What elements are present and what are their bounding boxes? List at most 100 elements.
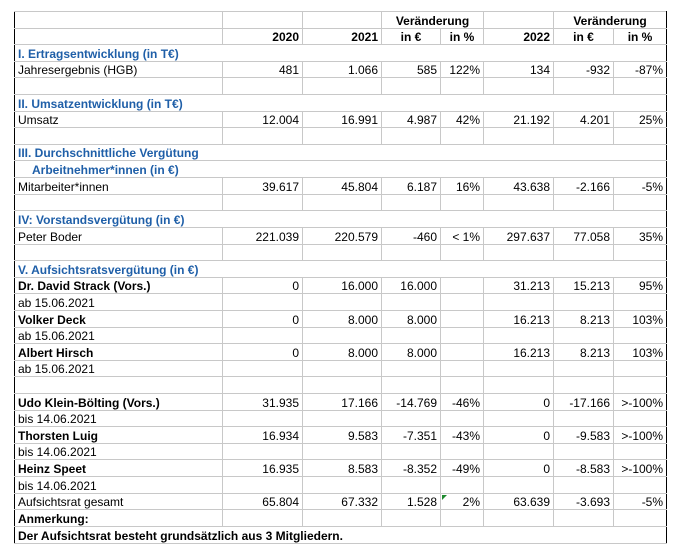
value-2022[interactable]: 0 bbox=[483, 426, 555, 444]
change-pct-2[interactable]: >-100% bbox=[613, 459, 668, 478]
value-2020[interactable]: 16.934 bbox=[222, 426, 303, 444]
value-2020[interactable]: 0 bbox=[222, 309, 303, 328]
term-note[interactable]: bis 14.06.2021 bbox=[14, 442, 223, 461]
change-pct-2[interactable]: 95% bbox=[613, 276, 668, 295]
change-eur-2[interactable]: 77.058 bbox=[553, 226, 615, 245]
value-2022[interactable]: 21.192 bbox=[483, 110, 555, 129]
change-pct-2[interactable]: 25% bbox=[613, 110, 668, 129]
change-eur-1[interactable]: -8.352 bbox=[381, 459, 441, 478]
change-eur-2[interactable]: -17.166 bbox=[553, 393, 615, 411]
change-eur-1[interactable]: 585 bbox=[381, 60, 441, 79]
section-title-umsatz[interactable]: II. Umsatzentwicklung (in T€) bbox=[13, 94, 668, 112]
change-eur-1[interactable]: 8.000 bbox=[381, 309, 441, 328]
total-label[interactable]: Aufsichtsrat gesamt bbox=[14, 492, 223, 511]
value-2020[interactable]: 12.004 bbox=[222, 110, 303, 129]
change-pct-1[interactable] bbox=[439, 343, 485, 361]
in-eur-header-2[interactable]: in € bbox=[553, 27, 615, 46]
value-2022[interactable]: 43.638 bbox=[483, 177, 555, 195]
row-label[interactable]: Volker Deck bbox=[14, 309, 223, 328]
section-title-vorstand[interactable]: IV: Vorstandsvergütung (in €) bbox=[13, 210, 668, 228]
row-label[interactable]: Umsatz bbox=[14, 110, 223, 129]
change-pct-2[interactable]: -5% bbox=[613, 492, 668, 511]
change-pct-1[interactable]: < 1% bbox=[439, 226, 485, 245]
section-title-verguetung-2[interactable]: Arbeitnehmer*innen (in €) bbox=[13, 160, 668, 179]
section-title-verguetung-1[interactable]: III. Durchschnittliche Vergütung bbox=[13, 143, 668, 162]
value-2022[interactable]: 297.637 bbox=[483, 226, 555, 245]
change-pct-1[interactable]: -49% bbox=[439, 459, 485, 478]
value-2020[interactable]: 0 bbox=[222, 343, 303, 361]
value-2021[interactable]: 1.066 bbox=[302, 60, 382, 79]
year-2020-header[interactable]: 2020 bbox=[222, 27, 303, 46]
term-note[interactable]: ab 15.06.2021 bbox=[14, 326, 223, 345]
row-label[interactable]: Jahresergebnis (HGB) bbox=[14, 60, 223, 79]
in-pct-header-1[interactable]: in % bbox=[439, 27, 485, 46]
value-2021[interactable]: 17.166 bbox=[302, 393, 382, 411]
change-eur-1[interactable]: 6.187 bbox=[381, 177, 441, 195]
change-pct-1[interactable]: 16% bbox=[439, 177, 485, 195]
change-eur-2[interactable]: 8.213 bbox=[553, 309, 615, 328]
change-pct-1[interactable]: -43% bbox=[439, 426, 485, 444]
value-2022[interactable]: 0 bbox=[483, 459, 555, 478]
change-eur-2[interactable]: -3.693 bbox=[553, 492, 615, 511]
cell[interactable] bbox=[222, 11, 303, 29]
section-title-aufsichtsrat[interactable]: V. Aufsichtsratsvergütung (in €) bbox=[13, 260, 668, 278]
value-2021[interactable]: 16.991 bbox=[302, 110, 382, 129]
change-eur-1[interactable]: 16.000 bbox=[381, 276, 441, 295]
value-2022[interactable]: 16.213 bbox=[483, 309, 555, 328]
change-pct-2[interactable]: 103% bbox=[613, 309, 668, 328]
row-label[interactable]: Thorsten Luig bbox=[14, 426, 223, 444]
change-pct-1[interactable] bbox=[439, 309, 485, 328]
change-eur-1[interactable]: 4.987 bbox=[381, 110, 441, 129]
year-2022-header[interactable]: 2022 bbox=[483, 27, 555, 46]
change-header-1[interactable]: Veränderung bbox=[380, 11, 485, 29]
change-eur-1[interactable]: -14.769 bbox=[381, 393, 441, 411]
cell[interactable] bbox=[302, 11, 382, 29]
change-eur-2[interactable]: -8.583 bbox=[553, 459, 615, 478]
change-pct-1[interactable] bbox=[439, 276, 485, 295]
value-2021[interactable]: 16.000 bbox=[302, 276, 382, 295]
footnote-text[interactable]: Der Aufsichtsrat besteht grundsätzlich a… bbox=[13, 525, 668, 544]
change-pct-2[interactable]: 103% bbox=[613, 343, 668, 361]
change-pct-2[interactable]: >-100% bbox=[613, 393, 668, 411]
change-pct-2[interactable]: -5% bbox=[613, 177, 668, 195]
value-2021[interactable]: 9.583 bbox=[302, 426, 382, 444]
value-2020[interactable]: 481 bbox=[222, 60, 303, 79]
term-note[interactable]: bis 14.06.2021 bbox=[14, 476, 223, 494]
change-pct-2[interactable]: >-100% bbox=[613, 426, 668, 444]
value-2021[interactable]: 67.332 bbox=[302, 492, 382, 511]
value-2021[interactable]: 8.583 bbox=[302, 459, 382, 478]
change-eur-1[interactable]: 1.528 bbox=[381, 492, 441, 511]
term-note[interactable]: ab 15.06.2021 bbox=[14, 293, 223, 311]
value-2020[interactable]: 221.039 bbox=[222, 226, 303, 245]
footnote-title[interactable]: Anmerkung: bbox=[14, 509, 223, 527]
change-pct-1[interactable]: -46% bbox=[439, 393, 485, 411]
year-2021-header[interactable]: 2021 bbox=[302, 27, 382, 46]
row-label[interactable]: Dr. David Strack (Vors.) bbox=[14, 276, 223, 295]
row-label[interactable]: Heinz Speet bbox=[14, 459, 223, 478]
value-2021[interactable]: 8.000 bbox=[302, 309, 382, 328]
change-eur-2[interactable]: 15.213 bbox=[553, 276, 615, 295]
term-note[interactable]: ab 15.06.2021 bbox=[14, 359, 223, 378]
change-pct-2[interactable]: 35% bbox=[613, 226, 668, 245]
value-2021[interactable]: 8.000 bbox=[302, 343, 382, 361]
change-header-2[interactable]: Veränderung bbox=[553, 11, 668, 29]
value-2021[interactable]: 45.804 bbox=[302, 177, 382, 195]
change-eur-1[interactable]: 8.000 bbox=[381, 343, 441, 361]
value-2022[interactable]: 63.639 bbox=[483, 492, 555, 511]
change-pct-2[interactable]: -87% bbox=[613, 60, 668, 79]
value-2020[interactable]: 16.935 bbox=[222, 459, 303, 478]
value-2022[interactable]: 16.213 bbox=[483, 343, 555, 361]
in-eur-header-1[interactable]: in € bbox=[381, 27, 441, 46]
row-label[interactable]: Udo Klein-Bölting (Vors.) bbox=[14, 393, 223, 411]
row-label[interactable]: Peter Boder bbox=[14, 226, 223, 245]
value-2022[interactable]: 134 bbox=[483, 60, 555, 79]
value-2020[interactable]: 39.617 bbox=[222, 177, 303, 195]
value-2020[interactable]: 31.935 bbox=[222, 393, 303, 411]
change-eur-2[interactable]: 8.213 bbox=[553, 343, 615, 361]
cell[interactable] bbox=[483, 11, 555, 29]
value-2022[interactable]: 31.213 bbox=[483, 276, 555, 295]
change-eur-1[interactable]: -460 bbox=[381, 226, 441, 245]
change-eur-2[interactable]: -932 bbox=[553, 60, 615, 79]
row-label[interactable]: Mitarbeiter*innen bbox=[14, 177, 223, 195]
row-label[interactable]: Albert Hirsch bbox=[14, 343, 223, 361]
